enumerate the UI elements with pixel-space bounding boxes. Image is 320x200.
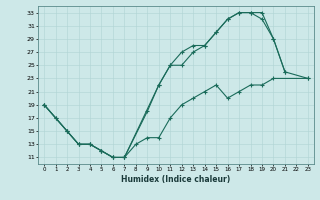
X-axis label: Humidex (Indice chaleur): Humidex (Indice chaleur)	[121, 175, 231, 184]
